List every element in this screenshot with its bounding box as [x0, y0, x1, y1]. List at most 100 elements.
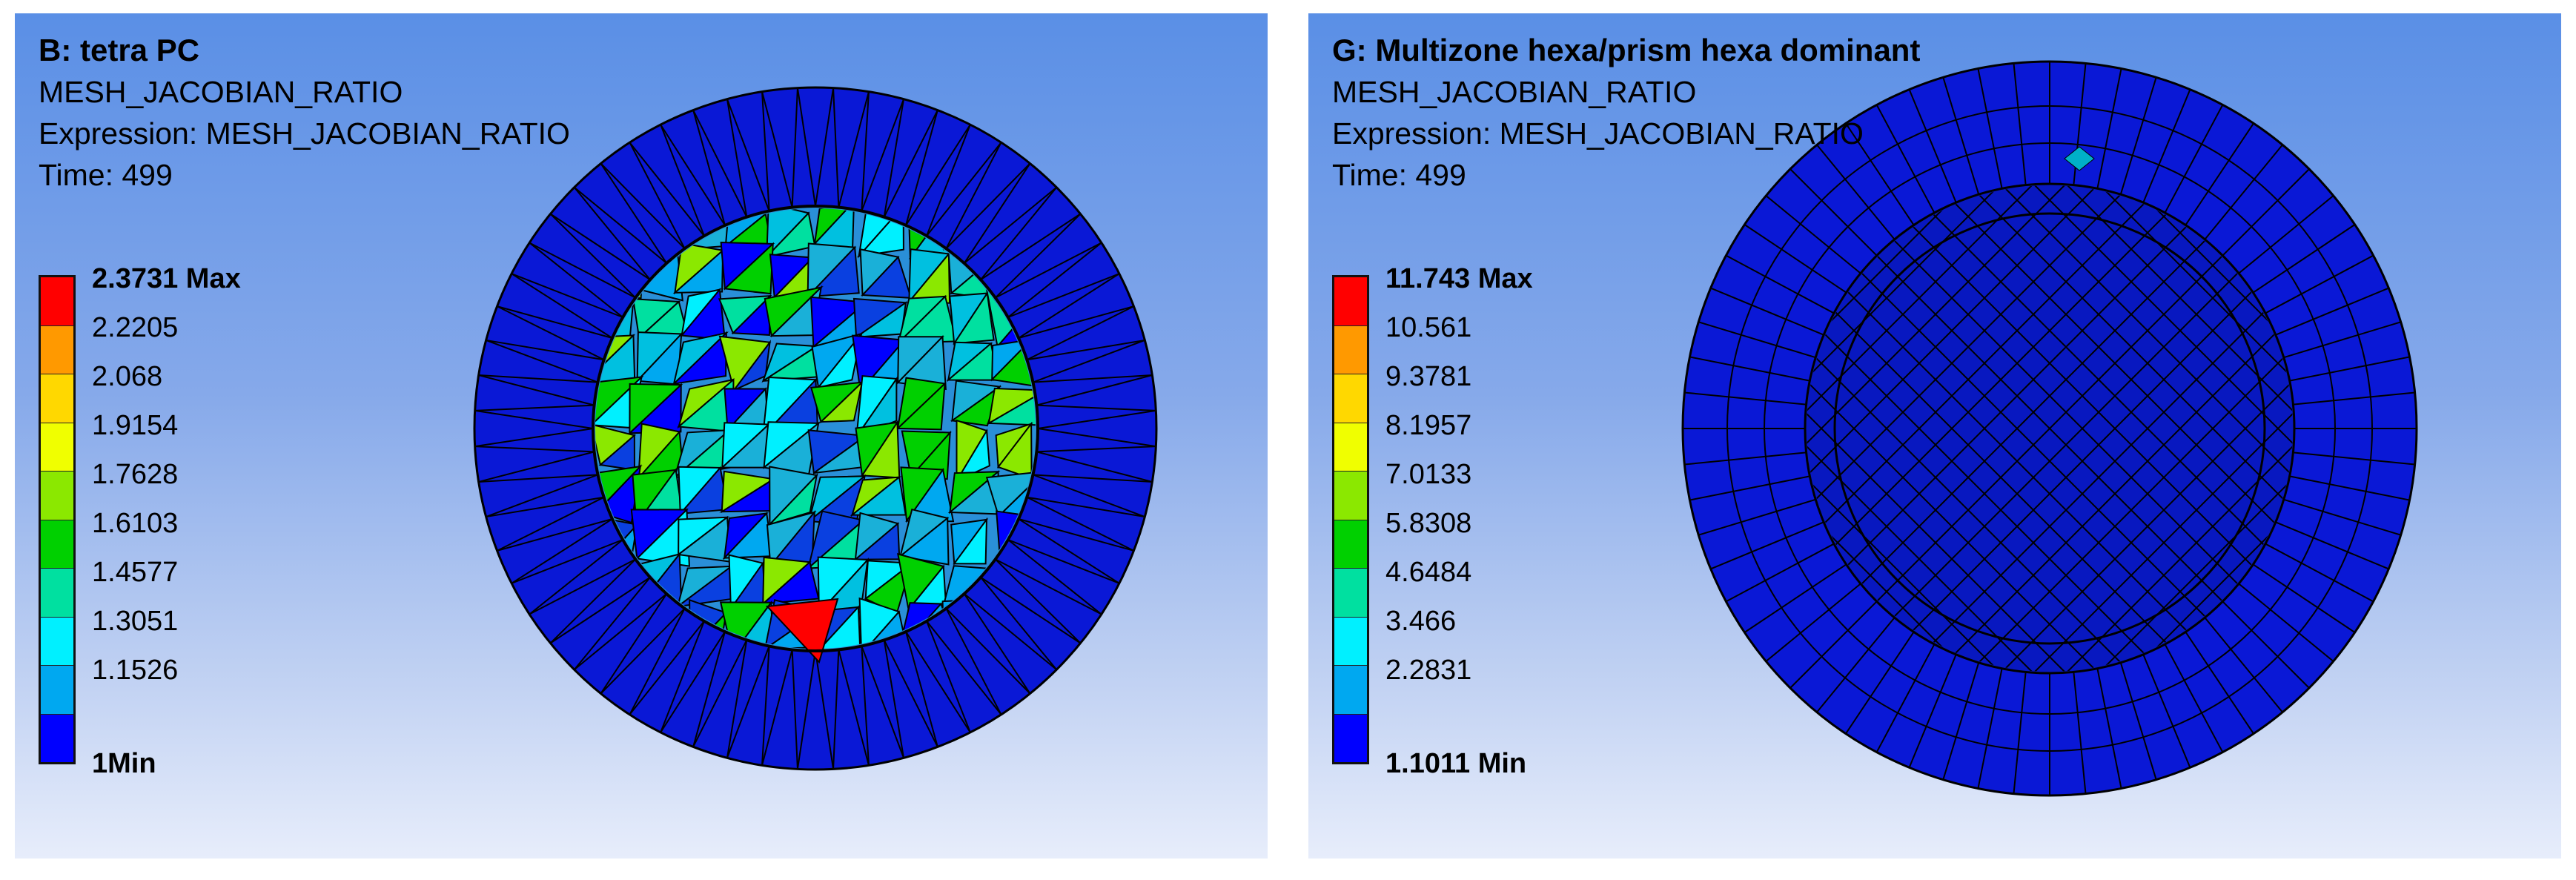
mesh-edge — [1765, 583, 1861, 662]
mesh-edge — [883, 99, 905, 217]
mesh-edge — [1942, 662, 1980, 780]
mesh-edge — [2204, 144, 2283, 240]
mesh-edge — [2033, 185, 2293, 672]
mesh-edge — [1037, 409, 1156, 429]
mesh-edge — [1036, 451, 1153, 483]
mesh-edge — [980, 213, 1082, 281]
mesh-edge — [1977, 668, 2003, 789]
mesh-edge — [1789, 601, 1878, 689]
legend-value: 2.2205 — [92, 312, 179, 343]
mesh-edge — [1037, 428, 1156, 448]
mesh-edge — [995, 213, 1082, 299]
legend-max-label: 2.3731 Max — [92, 263, 241, 294]
mesh-edge — [905, 631, 938, 747]
mesh-edge — [1026, 496, 1134, 552]
mesh-edge — [2293, 451, 2415, 466]
mesh-edge — [2065, 185, 2293, 672]
mesh-edge — [964, 593, 1057, 671]
mesh-edge — [497, 305, 605, 361]
legend-value: 5.8308 — [1385, 508, 1472, 539]
legend-swatch — [1334, 666, 1367, 715]
mesh-facet — [764, 211, 816, 259]
mesh-edge — [1036, 374, 1153, 406]
legend-swatch — [1334, 617, 1367, 666]
mesh-edge — [883, 639, 938, 747]
mesh-edge — [2096, 668, 2122, 789]
mesh-edge — [692, 110, 726, 226]
mesh-facet — [733, 340, 771, 391]
legend-swatch — [41, 325, 73, 374]
mesh-edge — [761, 91, 770, 211]
mesh-edge — [791, 87, 798, 208]
mesh-edge — [2238, 583, 2334, 662]
mesh-edge — [1845, 631, 1915, 735]
mesh-edge — [660, 631, 726, 733]
viewport-multizone-hexa[interactable]: G: Multizone hexa/prism hexa dominant ME… — [1308, 13, 2561, 859]
mesh-edge — [1710, 521, 1824, 570]
mesh-edge — [926, 142, 1002, 236]
mesh-facet — [996, 421, 1033, 480]
mesh-edge — [2130, 185, 2293, 672]
mesh-edge — [1725, 254, 1835, 314]
mesh-facet — [861, 420, 901, 479]
viewport-tetra-pc[interactable]: B: tetra PC MESH_JACOBIAN_RATIO Expressi… — [15, 13, 1268, 859]
mesh-edge — [2238, 195, 2334, 274]
mesh-edge — [1967, 185, 2293, 672]
mesh-edge — [2096, 68, 2122, 189]
tetra-mesh-model[interactable] — [15, 13, 1268, 859]
mesh-facet — [986, 388, 1036, 426]
mesh-edge — [2289, 356, 2410, 382]
mesh-edge — [600, 162, 668, 264]
mesh-edge — [2222, 601, 2310, 689]
max-ratio-element — [765, 598, 839, 664]
mesh-edge — [2275, 521, 2389, 570]
mesh-edge — [2185, 122, 2254, 226]
mesh-edge — [549, 576, 651, 644]
mesh-edge — [1744, 224, 1847, 294]
result-title: B: tetra PC — [39, 33, 200, 67]
mesh-edge — [486, 339, 604, 361]
legend-swatch — [41, 472, 73, 520]
mesh-edge — [497, 518, 613, 552]
legend-swatch-min — [41, 714, 73, 762]
mesh-edge — [574, 593, 667, 671]
mesh-edge — [2204, 617, 2283, 713]
mesh-edge — [1977, 68, 2003, 189]
mesh-facet — [898, 516, 950, 566]
mesh-edge — [529, 242, 636, 299]
legend-swatch — [1334, 472, 1367, 520]
mesh-edge — [1744, 563, 1847, 633]
legend-value: 1.9154 — [92, 410, 179, 441]
mesh-edge — [726, 99, 770, 211]
mesh-edge — [511, 518, 613, 584]
mesh-edge — [883, 640, 905, 758]
mesh-edge — [692, 631, 726, 747]
legend-swatch — [41, 423, 73, 472]
mesh-facet — [850, 475, 907, 516]
mesh-edge — [905, 124, 971, 226]
mesh-edge — [511, 539, 623, 584]
mesh-edge — [963, 162, 1031, 264]
legend-min-label: 1.1011 Min — [1385, 748, 1527, 779]
mesh-edge — [861, 646, 904, 758]
mesh-edge — [629, 608, 686, 715]
mesh-edge — [1007, 539, 1102, 615]
mesh-edge — [964, 186, 1057, 264]
legend-swatch — [1334, 325, 1367, 374]
mesh-edge — [963, 593, 1031, 695]
mesh-edge — [796, 650, 816, 770]
mesh-edge — [1018, 273, 1120, 339]
mesh-edge — [2119, 77, 2157, 195]
hexa-mesh-model[interactable] — [1308, 13, 2561, 859]
result-title: G: Multizone hexa/prism hexa dominant — [1332, 33, 1921, 67]
mesh-facet — [761, 560, 820, 605]
mesh-facet — [853, 522, 901, 560]
mesh-edge — [1033, 340, 1145, 383]
mesh-edge — [629, 142, 705, 236]
legend-value: 8.1957 — [1385, 410, 1472, 441]
mesh-edge — [1684, 451, 1807, 466]
mesh-edge — [995, 242, 1102, 299]
mesh-edge — [761, 91, 793, 208]
mesh-edge — [905, 631, 971, 733]
mesh-edge — [980, 576, 1082, 644]
